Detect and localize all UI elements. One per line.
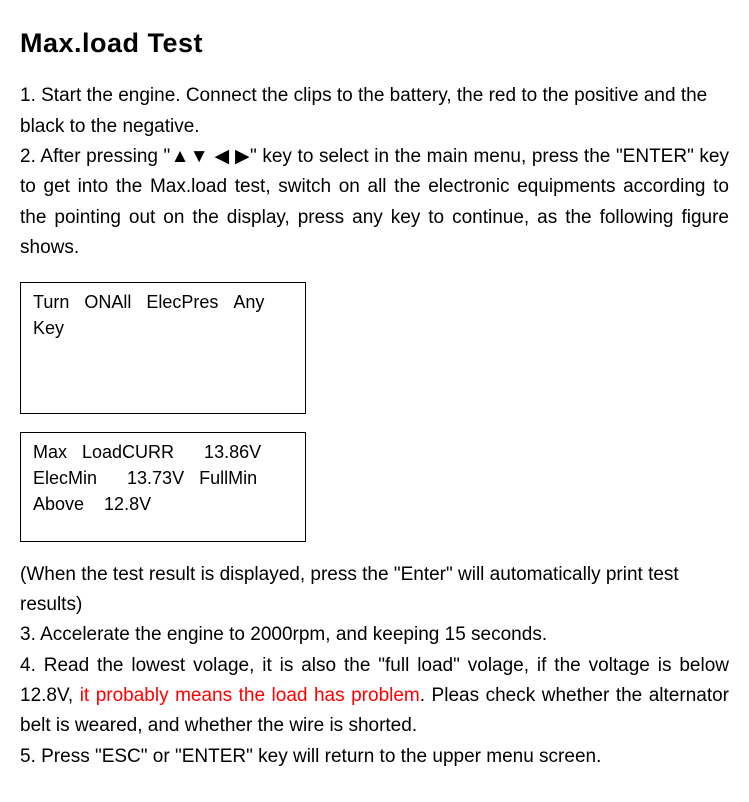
arrow-keys-icon: ▲▼ ◀ ▶ bbox=[170, 146, 250, 167]
step-4: 4. Read the lowest volage, it is also th… bbox=[20, 651, 729, 742]
warning-text: it probably means the load has problem bbox=[80, 685, 420, 706]
display-box-prompt: Turn ONAll ElecPres Any Key bbox=[20, 282, 306, 414]
display-box-result: Max LoadCURR 13.86V ElecMin 13.73V FullM… bbox=[20, 432, 306, 542]
display-line: Turn ONAll ElecPres Any bbox=[33, 289, 293, 315]
display-line: Max LoadCURR 13.86V bbox=[33, 439, 293, 465]
step-2-text-a: 2. After pressing " bbox=[20, 146, 170, 167]
step-1: 1. Start the engine. Connect the clips t… bbox=[20, 81, 729, 142]
display-line: Key bbox=[33, 315, 293, 341]
step-3: 3. Accelerate the engine to 2000rpm, and… bbox=[20, 620, 729, 650]
page-title: Max.load Test bbox=[20, 22, 729, 65]
step-2: 2. After pressing "▲▼ ◀ ▶" key to select… bbox=[20, 142, 729, 264]
display-line: Above 12.8V bbox=[33, 491, 293, 517]
display-line: ElecMin 13.73V FullMin bbox=[33, 465, 293, 491]
step-5: 5. Press "ESC" or "ENTER" key will retur… bbox=[20, 742, 729, 772]
print-note: (When the test result is displayed, pres… bbox=[20, 560, 729, 621]
